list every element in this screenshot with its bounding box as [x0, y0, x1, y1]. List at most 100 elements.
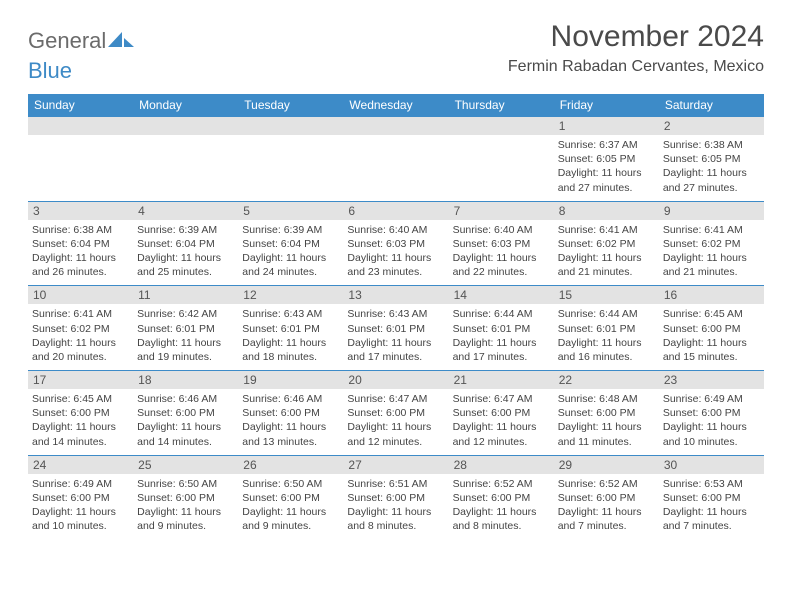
day-cell [238, 117, 343, 202]
day-cell: 30Sunrise: 6:53 AMSunset: 6:00 PMDayligh… [659, 455, 764, 539]
sunset-text: Sunset: 6:00 PM [242, 406, 339, 420]
day-number: 29 [554, 456, 659, 474]
daylight-text: Daylight: 11 hours and 11 minutes. [558, 420, 655, 448]
day-body: Sunrise: 6:37 AMSunset: 6:05 PMDaylight:… [554, 135, 659, 201]
day-body: Sunrise: 6:46 AMSunset: 6:00 PMDaylight:… [238, 389, 343, 455]
sunrise-text: Sunrise: 6:50 AM [137, 477, 234, 491]
day-body: Sunrise: 6:43 AMSunset: 6:01 PMDaylight:… [238, 304, 343, 370]
sunset-text: Sunset: 6:04 PM [32, 237, 129, 251]
daylight-text: Daylight: 11 hours and 22 minutes. [453, 251, 550, 279]
sunset-text: Sunset: 6:04 PM [242, 237, 339, 251]
day-number: 27 [343, 456, 448, 474]
sunrise-text: Sunrise: 6:45 AM [663, 307, 760, 321]
day-cell: 3Sunrise: 6:38 AMSunset: 6:04 PMDaylight… [28, 201, 133, 286]
sunrise-text: Sunrise: 6:53 AM [663, 477, 760, 491]
daylight-text: Daylight: 11 hours and 7 minutes. [663, 505, 760, 533]
day-body: Sunrise: 6:42 AMSunset: 6:01 PMDaylight:… [133, 304, 238, 370]
day-body: Sunrise: 6:49 AMSunset: 6:00 PMDaylight:… [28, 474, 133, 540]
day-body: Sunrise: 6:45 AMSunset: 6:00 PMDaylight:… [28, 389, 133, 455]
day-cell: 1Sunrise: 6:37 AMSunset: 6:05 PMDaylight… [554, 117, 659, 202]
day-number: 8 [554, 202, 659, 220]
day-number: 3 [28, 202, 133, 220]
sunrise-text: Sunrise: 6:43 AM [347, 307, 444, 321]
day-cell: 24Sunrise: 6:49 AMSunset: 6:00 PMDayligh… [28, 455, 133, 539]
dayhead-sat: Saturday [659, 94, 764, 117]
day-body: Sunrise: 6:52 AMSunset: 6:00 PMDaylight:… [449, 474, 554, 540]
day-cell: 21Sunrise: 6:47 AMSunset: 6:00 PMDayligh… [449, 371, 554, 456]
day-number: 30 [659, 456, 764, 474]
daylight-text: Daylight: 11 hours and 25 minutes. [137, 251, 234, 279]
day-body: Sunrise: 6:39 AMSunset: 6:04 PMDaylight:… [133, 220, 238, 286]
day-body: Sunrise: 6:46 AMSunset: 6:00 PMDaylight:… [133, 389, 238, 455]
daylight-text: Daylight: 11 hours and 14 minutes. [32, 420, 129, 448]
sunset-text: Sunset: 6:02 PM [558, 237, 655, 251]
day-body: Sunrise: 6:48 AMSunset: 6:00 PMDaylight:… [554, 389, 659, 455]
day-cell: 26Sunrise: 6:50 AMSunset: 6:00 PMDayligh… [238, 455, 343, 539]
day-body: Sunrise: 6:38 AMSunset: 6:04 PMDaylight:… [28, 220, 133, 286]
day-cell: 29Sunrise: 6:52 AMSunset: 6:00 PMDayligh… [554, 455, 659, 539]
sunset-text: Sunset: 6:00 PM [347, 406, 444, 420]
daylight-text: Daylight: 11 hours and 8 minutes. [347, 505, 444, 533]
sunset-text: Sunset: 6:00 PM [663, 322, 760, 336]
daylight-text: Daylight: 11 hours and 13 minutes. [242, 420, 339, 448]
sunset-text: Sunset: 6:03 PM [453, 237, 550, 251]
daylight-text: Daylight: 11 hours and 14 minutes. [137, 420, 234, 448]
sunrise-text: Sunrise: 6:37 AM [558, 138, 655, 152]
day-number [133, 117, 238, 135]
day-cell: 28Sunrise: 6:52 AMSunset: 6:00 PMDayligh… [449, 455, 554, 539]
daylight-text: Daylight: 11 hours and 9 minutes. [137, 505, 234, 533]
day-cell [449, 117, 554, 202]
sunrise-text: Sunrise: 6:47 AM [453, 392, 550, 406]
day-number: 19 [238, 371, 343, 389]
day-body: Sunrise: 6:50 AMSunset: 6:00 PMDaylight:… [133, 474, 238, 540]
day-cell: 10Sunrise: 6:41 AMSunset: 6:02 PMDayligh… [28, 286, 133, 371]
day-body: Sunrise: 6:49 AMSunset: 6:00 PMDaylight:… [659, 389, 764, 455]
sunset-text: Sunset: 6:04 PM [137, 237, 234, 251]
day-cell: 13Sunrise: 6:43 AMSunset: 6:01 PMDayligh… [343, 286, 448, 371]
sunrise-text: Sunrise: 6:47 AM [347, 392, 444, 406]
sunrise-text: Sunrise: 6:49 AM [32, 477, 129, 491]
day-number: 24 [28, 456, 133, 474]
sunset-text: Sunset: 6:01 PM [137, 322, 234, 336]
day-cell: 8Sunrise: 6:41 AMSunset: 6:02 PMDaylight… [554, 201, 659, 286]
daylight-text: Daylight: 11 hours and 23 minutes. [347, 251, 444, 279]
daylight-text: Daylight: 11 hours and 9 minutes. [242, 505, 339, 533]
day-number: 13 [343, 286, 448, 304]
day-cell: 7Sunrise: 6:40 AMSunset: 6:03 PMDaylight… [449, 201, 554, 286]
calendar-body: 1Sunrise: 6:37 AMSunset: 6:05 PMDaylight… [28, 117, 764, 540]
day-body [238, 135, 343, 197]
day-body: Sunrise: 6:38 AMSunset: 6:05 PMDaylight:… [659, 135, 764, 201]
sunset-text: Sunset: 6:00 PM [663, 406, 760, 420]
day-body: Sunrise: 6:50 AMSunset: 6:00 PMDaylight:… [238, 474, 343, 540]
week-row: 24Sunrise: 6:49 AMSunset: 6:00 PMDayligh… [28, 455, 764, 539]
sunrise-text: Sunrise: 6:52 AM [558, 477, 655, 491]
day-number: 21 [449, 371, 554, 389]
day-number: 26 [238, 456, 343, 474]
day-number: 16 [659, 286, 764, 304]
day-cell: 5Sunrise: 6:39 AMSunset: 6:04 PMDaylight… [238, 201, 343, 286]
sunset-text: Sunset: 6:05 PM [663, 152, 760, 166]
day-cell: 12Sunrise: 6:43 AMSunset: 6:01 PMDayligh… [238, 286, 343, 371]
day-body: Sunrise: 6:43 AMSunset: 6:01 PMDaylight:… [343, 304, 448, 370]
sunset-text: Sunset: 6:02 PM [32, 322, 129, 336]
daylight-text: Daylight: 11 hours and 19 minutes. [137, 336, 234, 364]
week-row: 10Sunrise: 6:41 AMSunset: 6:02 PMDayligh… [28, 286, 764, 371]
day-body [449, 135, 554, 197]
day-number [343, 117, 448, 135]
day-body [343, 135, 448, 197]
sunset-text: Sunset: 6:00 PM [32, 406, 129, 420]
day-number: 17 [28, 371, 133, 389]
sunrise-text: Sunrise: 6:39 AM [137, 223, 234, 237]
daylight-text: Daylight: 11 hours and 17 minutes. [347, 336, 444, 364]
sunrise-text: Sunrise: 6:50 AM [242, 477, 339, 491]
sunrise-text: Sunrise: 6:41 AM [32, 307, 129, 321]
day-body: Sunrise: 6:44 AMSunset: 6:01 PMDaylight:… [554, 304, 659, 370]
daylight-text: Daylight: 11 hours and 27 minutes. [558, 166, 655, 194]
day-number: 22 [554, 371, 659, 389]
day-number: 28 [449, 456, 554, 474]
sunrise-text: Sunrise: 6:38 AM [663, 138, 760, 152]
sunset-text: Sunset: 6:01 PM [558, 322, 655, 336]
day-header-row: Sunday Monday Tuesday Wednesday Thursday… [28, 94, 764, 117]
sunrise-text: Sunrise: 6:42 AM [137, 307, 234, 321]
day-body: Sunrise: 6:41 AMSunset: 6:02 PMDaylight:… [659, 220, 764, 286]
